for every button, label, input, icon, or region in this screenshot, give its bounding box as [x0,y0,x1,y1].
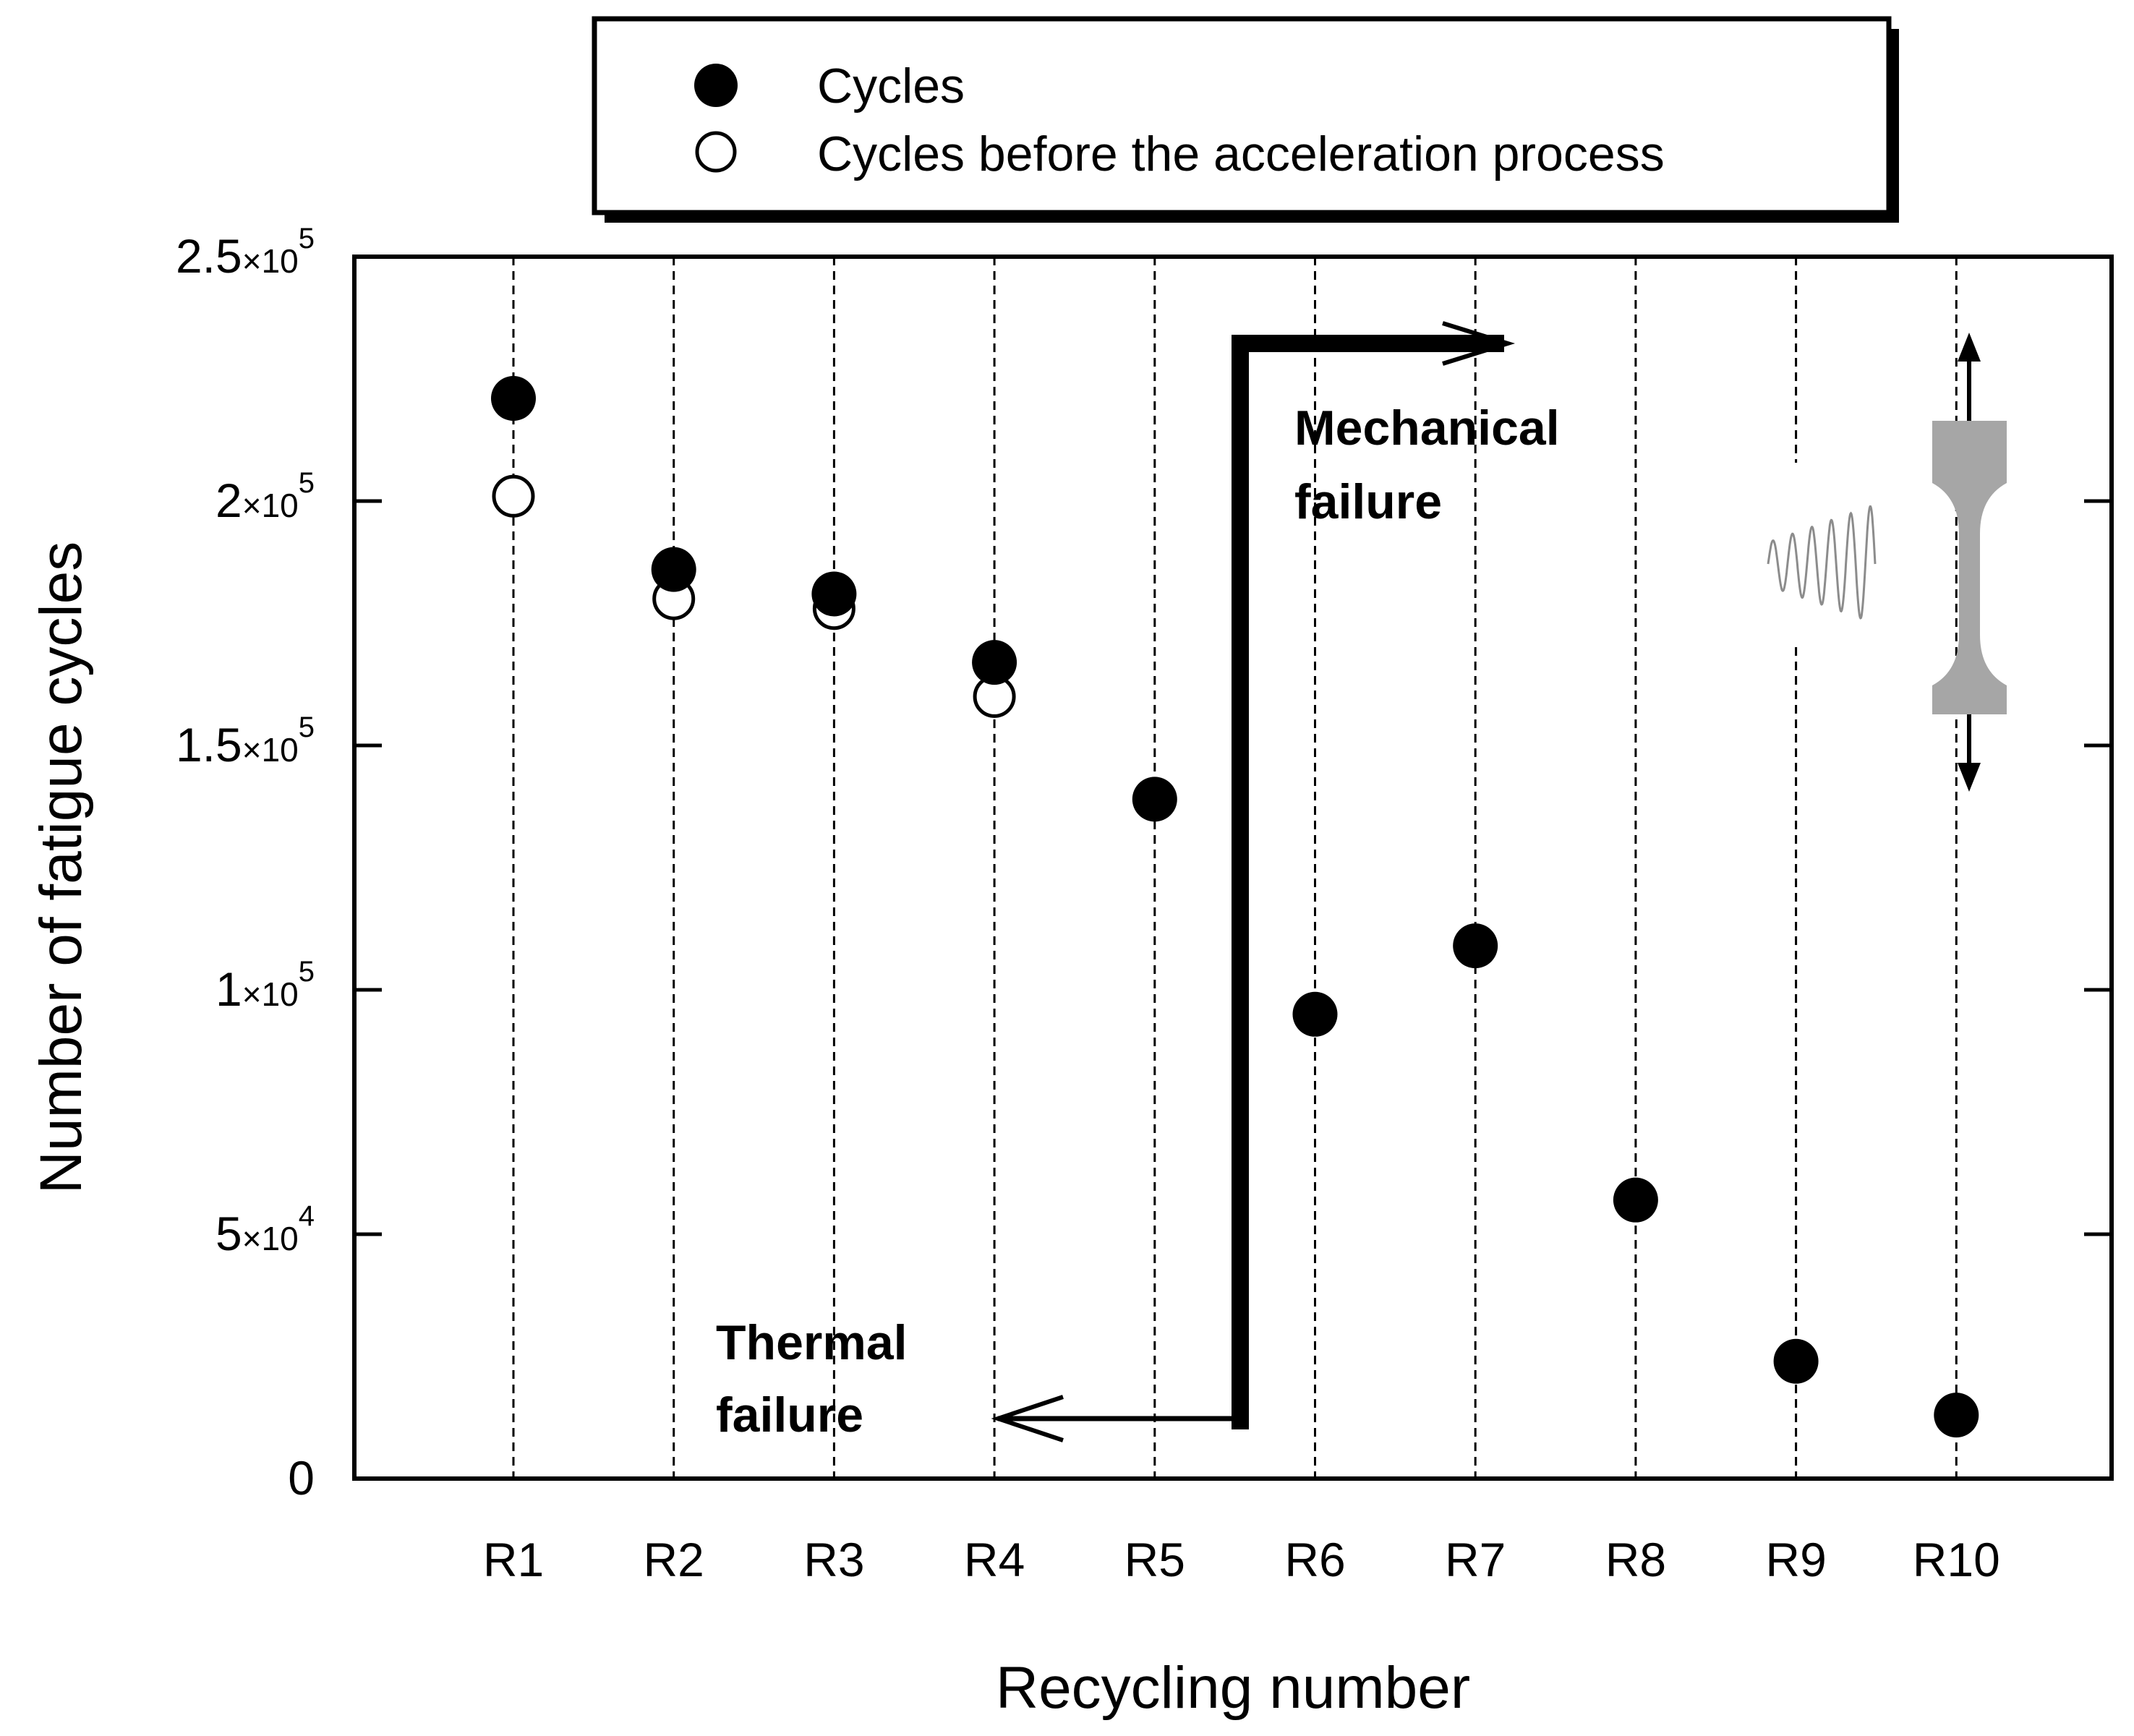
point-filled-r7 [1453,923,1498,969]
y-tick-times: ×10 [242,731,299,769]
legend-marker-filled [694,64,738,107]
point-open-r1 [492,474,535,518]
x-tick-label-r7: R7 [1445,1533,1506,1586]
mechanical-label-line2: failure [1294,474,1442,529]
y-tick-exponent: 5 [299,956,315,988]
y-tick-label: 1×105 [215,956,315,1016]
thermal-arrow-head [991,1395,1064,1442]
x-tick-label-r4: R4 [964,1533,1025,1586]
failure-annotation: Mechanical failure Thermal failure [716,321,1560,1442]
category-gridlines [512,257,1958,1479]
y-tick-mantissa: 2 [215,474,242,527]
y-axis-title: Number of fatigue cycles [28,542,94,1194]
x-tick-label-r6: R6 [1284,1533,1345,1586]
x-tick-label-r3: R3 [803,1533,864,1586]
y-tick-mantissa: 2.5 [176,229,242,283]
mechanical-arrow-head [1442,321,1516,366]
y-tick-exponent: 4 [299,1200,315,1232]
y-tick-mantissa: 1 [215,962,242,1016]
point-filled-r8 [1613,1177,1658,1223]
fatigue-test-inset [1757,333,2007,792]
failure-boundary-line [1232,335,1504,1429]
y-tick-times: ×10 [242,1220,299,1257]
point-filled-r5 [1132,777,1177,822]
y-tick-label: 1.5×105 [176,711,315,771]
x-tick-label-r9: R9 [1765,1533,1826,1586]
series-cycles-before-acceleration [492,474,1016,718]
y-tick-mantissa: 5 [215,1207,242,1260]
legend: Cycles Cycles before the acceleration pr… [592,16,1899,223]
series-cycles [491,376,1979,1438]
point-filled-r2 [651,547,696,592]
point-filled-r3 [811,571,857,617]
x-tick-label-r8: R8 [1605,1533,1666,1586]
legend-marker-open [695,131,737,173]
x-tick-label-r10: R10 [1913,1533,2000,1586]
x-axis-title: Recycling number [996,1655,1470,1721]
y-tick-times: ×10 [242,487,299,524]
dogbone-specimen-icon [1932,421,2007,714]
thermal-label-line2: failure [716,1387,863,1442]
tension-arrow-up-icon [1958,333,1981,362]
point-filled-r9 [1773,1338,1819,1384]
y-tick-label: 5×104 [215,1200,315,1260]
y-tick-label: 0 [288,1451,315,1505]
legend-label-cycles: Cycles [817,59,965,114]
y-tick-exponent: 5 [299,467,315,499]
x-tick-label-r5: R5 [1124,1533,1185,1586]
mechanical-label-line1: Mechanical [1294,401,1560,456]
y-tick-mantissa: 1.5 [176,718,242,771]
y-tick-label: 2.5×105 [176,223,315,283]
cyclic-load-wave-icon [1767,505,1877,620]
y-tick-exponent: 5 [299,711,315,743]
point-filled-r4 [972,640,1017,685]
thermal-label-line1: Thermal [716,1315,908,1370]
tension-arrow-down-icon [1958,763,1981,792]
x-axis-ticks: R1 R2 R3 R4 R5 R6 R7 R8 R9 R10 [483,1533,2000,1586]
y-tick-times: ×10 [242,975,299,1013]
legend-label-cycles-before: Cycles before the acceleration process [817,127,1665,181]
point-filled-r10 [1934,1393,1979,1438]
y-tick-label: 2×105 [215,467,315,527]
x-tick-label-r1: R1 [483,1533,544,1586]
y-tick-mantissa: 0 [288,1451,315,1505]
x-tick-label-r2: R2 [644,1533,704,1586]
point-filled-r6 [1292,991,1338,1037]
plot-frame [352,255,2114,1481]
point-filled-r1 [491,376,536,422]
y-tick-times: ×10 [242,242,299,280]
y-tick-exponent: 5 [299,223,315,255]
